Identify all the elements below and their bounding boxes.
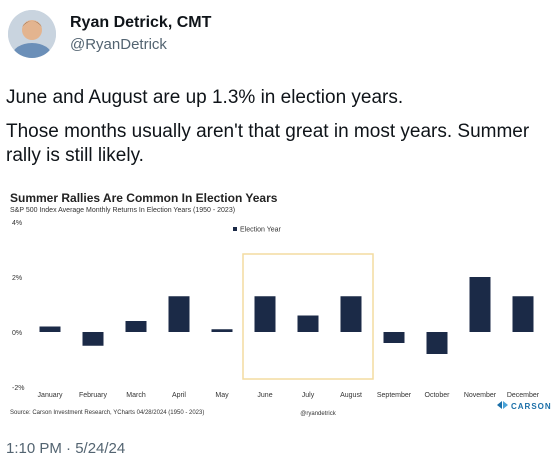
y-tick-label: -2% [12,385,24,392]
x-tick-label: July [302,392,315,399]
tweet-timestamp[interactable]: 1:10 PM · 5/24/24 [6,440,126,457]
x-tick-label: October [425,392,451,399]
x-tick-label: February [79,392,108,399]
bar [168,296,190,332]
x-tick-label: September [377,392,412,399]
bar [469,277,491,332]
y-tick-label: 0% [12,330,22,337]
y-tick-label: 2% [12,275,22,282]
chart-source: Source: Carson Investment Research, YCha… [10,410,204,416]
bar [512,296,534,332]
bar [125,321,147,332]
bar [383,332,405,343]
legend-swatch [233,227,237,231]
bar [211,329,233,332]
author-handle[interactable]: @RyanDetrick [70,36,167,53]
carson-logo-icon [497,401,502,409]
x-tick-label: August [340,392,362,399]
bar [340,296,362,332]
x-tick-label: December [507,392,540,399]
tweet-text-line-1: June and August are up 1.3% in election … [6,87,404,108]
avatar[interactable] [8,10,56,58]
bar-chart: 4% 2% 0% -2% January February March April May Jun… [10,220,552,417]
x-tick-label: April [172,392,186,399]
tweet-text-line-2: Those months usually aren't that great i… [6,121,530,166]
author-name[interactable]: Ryan Detrick, CMT [70,14,212,31]
y-tick-label: 4% [12,220,22,227]
avatar-image [8,10,56,58]
bar [82,332,104,346]
bar [254,296,276,332]
bar [39,326,61,332]
chart-card[interactable]: 4% 2% 0% -2% January February March April May Jun… [0,184,556,424]
x-tick-label: June [257,392,272,399]
x-tick-label: November [464,392,497,399]
bar [426,332,448,354]
highlight-box [242,253,374,380]
brand-logo: CARSON [511,402,552,411]
chart-subtitle: S&P 500 Index Average Monthly Returns In… [10,207,236,214]
legend-label: Election Year [240,227,282,234]
x-tick-label: January [38,392,63,399]
x-tick-label: March [126,392,146,399]
carson-logo-icon [503,401,508,409]
chart-title: Summer Rallies Are Common In Election Ye… [10,191,278,205]
x-tick-label: May [215,392,229,399]
bar [297,315,319,332]
watermark: @ryandetrick [300,411,336,417]
